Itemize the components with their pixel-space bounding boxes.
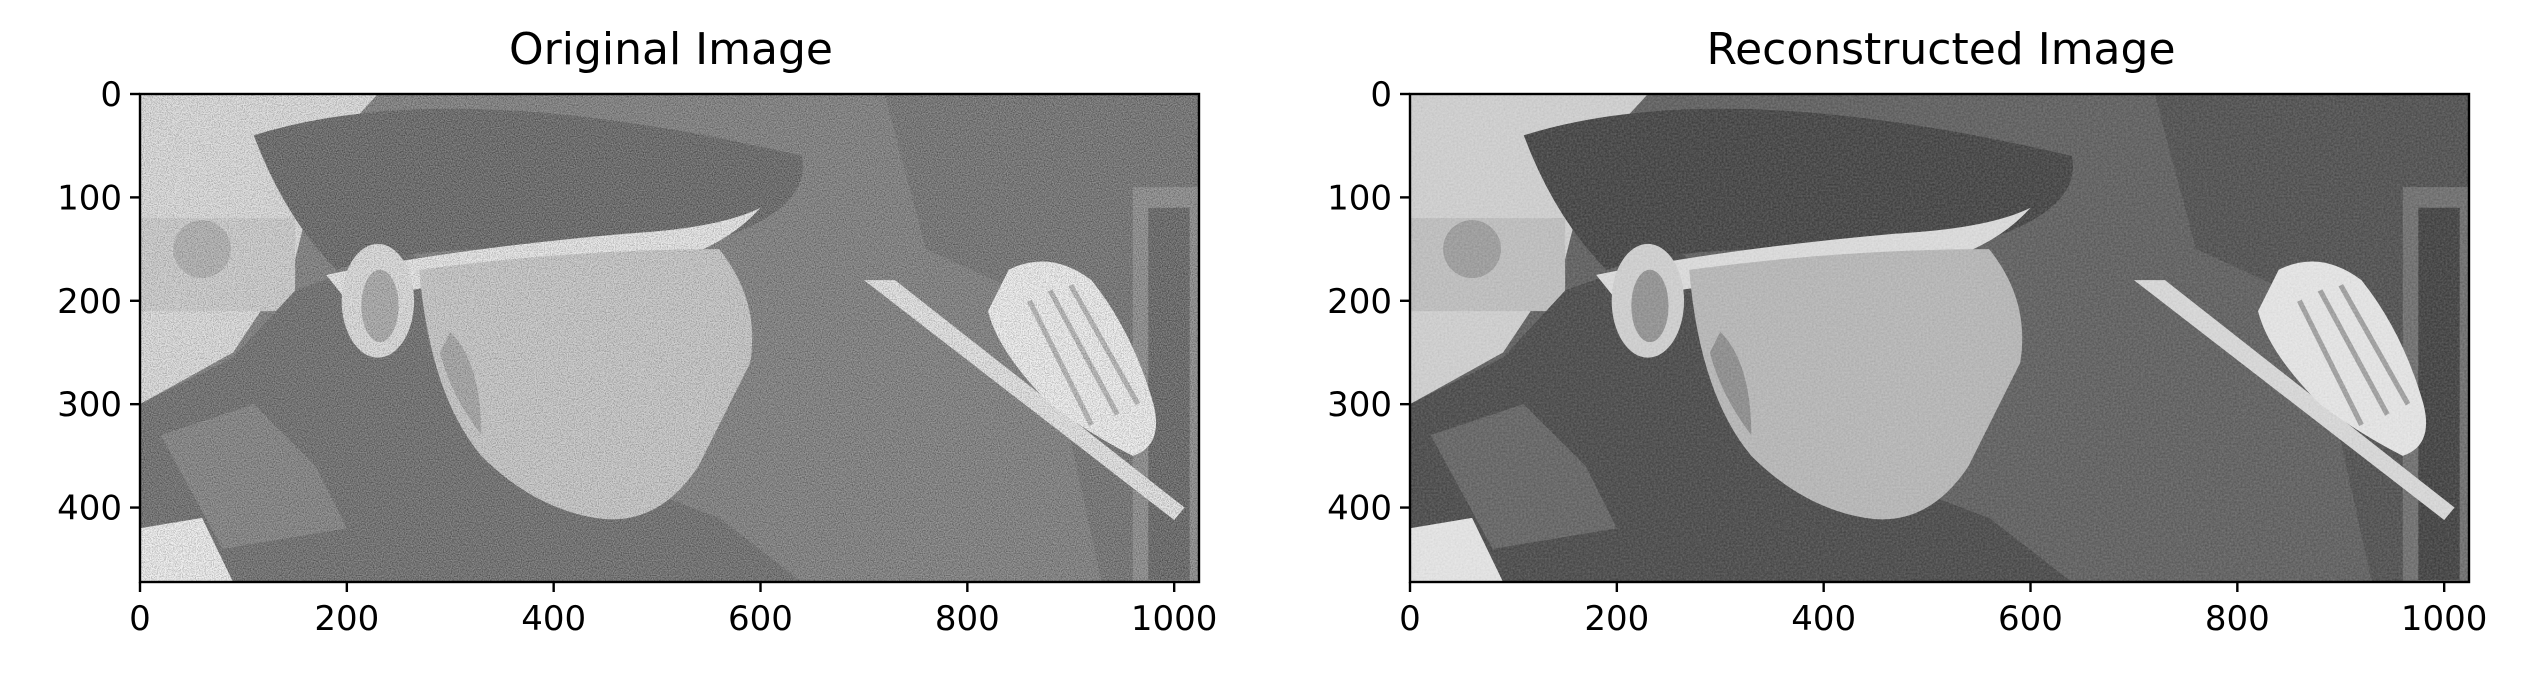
x-tick-label: 400	[1791, 599, 1856, 639]
y-tick-label: 400	[1327, 489, 1392, 529]
y-tick-label: 100	[1327, 178, 1392, 218]
x-tick-label: 1000	[1131, 599, 1218, 639]
x-tick-label: 600	[1998, 599, 2063, 639]
image-reconstructed	[1410, 94, 2469, 582]
x-tick-label: 600	[728, 599, 793, 639]
y-tick-label: 300	[57, 385, 122, 425]
panel-title: Original Image	[509, 24, 833, 75]
x-tick-label: 200	[314, 599, 379, 639]
y-tick-label: 100	[57, 178, 122, 218]
x-axis: 0 200 400 600 800 1000	[129, 582, 1217, 639]
axes-frame	[1408, 92, 2471, 584]
axes-frame	[138, 92, 1201, 584]
y-tick-label: 400	[57, 489, 122, 529]
x-tick-label: 0	[129, 599, 151, 639]
panel-title: Reconstructed Image	[1706, 24, 2175, 75]
y-tick-label: 200	[1327, 282, 1392, 322]
x-tick-label: 1000	[2401, 599, 2488, 639]
y-axis: 0 100 200 300 400	[57, 75, 140, 529]
panel-original: Original Image 0 200 400 600 800 1000 0 100 200…	[57, 24, 1217, 639]
x-tick-label: 800	[2205, 599, 2270, 639]
x-tick-label: 800	[935, 599, 1000, 639]
y-tick-label: 200	[57, 282, 122, 322]
y-tick-label: 300	[1327, 385, 1392, 425]
y-tick-label: 0	[1370, 75, 1392, 115]
image-original	[140, 94, 1199, 582]
y-tick-label: 0	[100, 75, 122, 115]
x-tick-label: 200	[1584, 599, 1649, 639]
y-axis: 0 100 200 300 400	[1327, 75, 1410, 529]
x-tick-label: 0	[1399, 599, 1421, 639]
x-tick-label: 400	[521, 599, 586, 639]
x-axis: 0 200 400 600 800 1000	[1399, 582, 2487, 639]
panel-reconstructed: Reconstructed Image 0 200 400 600 800 1000 0 1…	[1327, 24, 2487, 639]
